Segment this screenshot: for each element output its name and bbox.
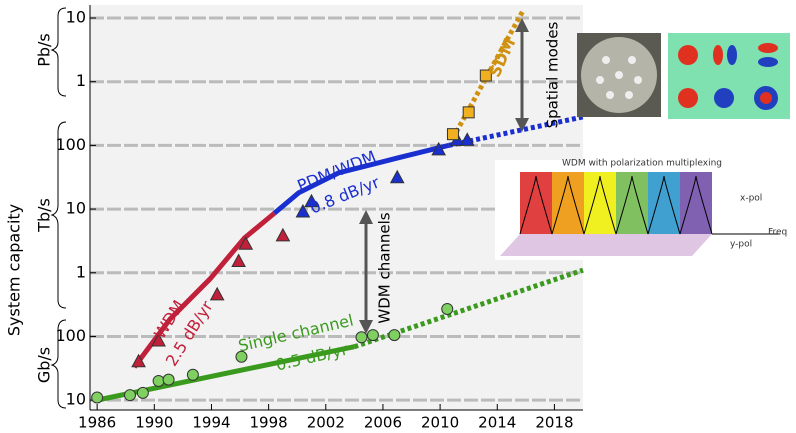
channel xyxy=(584,172,616,234)
x-tick-label: 1998 xyxy=(250,414,288,432)
channel xyxy=(616,172,648,234)
data-point xyxy=(304,193,319,208)
data-point xyxy=(235,350,248,363)
data-point xyxy=(275,227,291,242)
mode xyxy=(760,92,772,104)
arrow-head xyxy=(515,18,529,132)
data-point xyxy=(355,331,368,344)
fiber-photo xyxy=(577,33,661,117)
x-tick-label: 2014 xyxy=(478,414,516,432)
data-point xyxy=(459,132,475,146)
inset-label: x-pol xyxy=(740,194,762,204)
mode xyxy=(714,88,734,108)
channel xyxy=(520,172,552,234)
data-point xyxy=(389,169,405,184)
data-point xyxy=(446,128,459,141)
inset-title: WDM with polarization multiplexing xyxy=(562,159,722,169)
data-point xyxy=(431,141,447,156)
trend-line xyxy=(272,142,450,216)
data-point xyxy=(186,368,199,381)
data-point xyxy=(388,329,401,342)
data-point xyxy=(162,373,175,386)
channel-floor xyxy=(500,234,712,256)
core xyxy=(606,91,614,99)
y-tick-label: 10 xyxy=(66,8,86,27)
y-axis-label: System capacity xyxy=(5,204,24,336)
mode xyxy=(713,45,723,65)
data-point xyxy=(238,236,254,250)
data-point xyxy=(91,391,104,404)
data-point xyxy=(136,386,149,399)
mode xyxy=(758,43,778,53)
core xyxy=(596,76,604,84)
channel xyxy=(680,172,712,234)
data-point xyxy=(152,374,165,387)
unit-label: Gb/s xyxy=(35,347,54,383)
data-point xyxy=(231,253,246,268)
data-point xyxy=(366,329,379,342)
mode xyxy=(727,45,737,65)
y-tick-label: 100 xyxy=(55,326,86,345)
trend-line xyxy=(353,267,584,350)
annotation: WDM channels xyxy=(376,212,394,323)
data-point xyxy=(295,203,311,218)
mode xyxy=(758,57,778,67)
y-tick-label: 10 xyxy=(66,390,86,409)
data-point xyxy=(124,389,137,402)
data-point xyxy=(462,106,475,119)
data-point xyxy=(479,69,492,82)
x-tick-label: 2006 xyxy=(364,414,402,432)
annotation: Spatial modes xyxy=(544,21,562,128)
inset-label: Freq xyxy=(768,228,787,238)
brace xyxy=(50,7,67,97)
channel xyxy=(648,172,680,234)
core xyxy=(634,76,642,84)
x-tick-label: 1990 xyxy=(135,414,173,432)
data-point xyxy=(131,353,146,368)
x-tick-label: 1994 xyxy=(192,414,230,432)
arrow-head xyxy=(359,210,373,334)
mode xyxy=(678,88,698,108)
unit-label: Pb/s xyxy=(35,33,54,67)
x-tick-label: 2018 xyxy=(535,414,573,432)
data-point xyxy=(209,286,225,301)
x-tick-label: 1986 xyxy=(78,414,116,432)
core xyxy=(602,56,610,64)
data-point xyxy=(151,332,166,347)
y-tick-label: 10 xyxy=(66,199,86,218)
arrows xyxy=(359,18,529,334)
core xyxy=(625,91,633,99)
mode-patterns xyxy=(668,33,790,119)
unit-label: Tb/s xyxy=(35,198,54,233)
wdm-spectrum: WDM with polarization multiplexing x-pol… xyxy=(495,159,790,260)
brace xyxy=(50,319,67,409)
y-tick-label: 100 xyxy=(55,135,86,154)
y-tick-label: 1 xyxy=(76,71,86,90)
channel-spectrum xyxy=(519,175,713,235)
core xyxy=(628,56,636,64)
mode xyxy=(678,45,698,65)
data-point xyxy=(441,302,454,315)
brace xyxy=(50,121,67,309)
core xyxy=(615,71,623,79)
y-tick-label: 1 xyxy=(76,262,86,281)
channel xyxy=(552,172,584,234)
x-tick-label: 2010 xyxy=(421,414,459,432)
inset-label: y-pol xyxy=(730,240,752,250)
x-tick-label: 2002 xyxy=(307,414,345,432)
